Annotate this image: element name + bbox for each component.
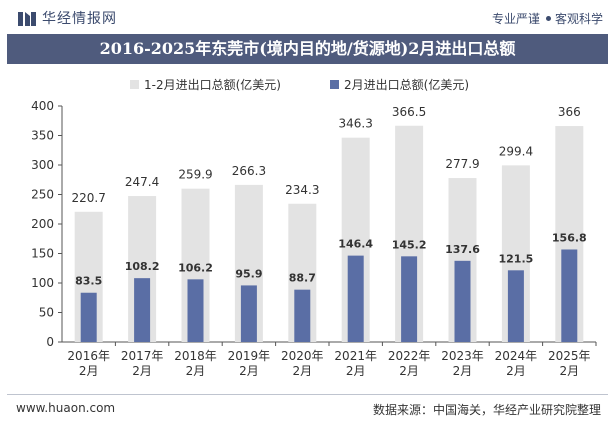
slogan-left: 专业严谨 <box>491 12 540 26</box>
x-tick-label: 2月 <box>239 364 259 378</box>
bar-february <box>80 292 97 342</box>
slogan-dot-icon <box>545 16 551 21</box>
y-tick-label: 250 <box>31 188 54 202</box>
legend-label-2: 2月进出口总额(亿美元) <box>344 77 469 92</box>
x-tick-label: 2018年 <box>174 349 217 363</box>
data-label-total: 366.5 <box>392 105 426 119</box>
bar-february <box>401 256 418 342</box>
chart-title: 2016-2025年东莞市(境内目的地/货源地)2月进出口总额 <box>7 34 608 64</box>
data-label-february: 106.2 <box>178 261 213 274</box>
x-tick-label: 2017年 <box>121 349 164 363</box>
data-label-total: 366 <box>558 105 581 119</box>
data-label-total: 220.7 <box>72 191 106 205</box>
bar-february <box>507 270 524 342</box>
bar-chart: 1-2月进出口总额(亿美元) 2月进出口总额(亿美元) 0 50 100 150 200 25… <box>31 77 597 378</box>
x-tick-label: 2025年 <box>548 349 591 363</box>
footer-website: www.huaon.com <box>16 401 116 415</box>
footer-divider <box>7 394 608 395</box>
x-tick-label: 2016年 <box>67 349 110 363</box>
bar-february <box>561 249 578 342</box>
x-tick-label: 2024年 <box>495 349 538 363</box>
huajing-logo-icon <box>18 12 36 26</box>
legend-label-1: 1-2月进出口总额(亿美元) <box>144 77 281 92</box>
y-tick-label: 50 <box>39 306 54 320</box>
bar-february <box>294 289 311 342</box>
x-tick-label: 2022年 <box>388 349 431 363</box>
bar-february <box>454 260 471 342</box>
x-tick-label: 2023年 <box>441 349 484 363</box>
x-tick-label: 2月 <box>346 364 366 378</box>
data-label-february: 121.5 <box>499 252 534 265</box>
data-label-february: 145.2 <box>392 238 427 251</box>
x-tick-label: 2020年 <box>281 349 324 363</box>
x-tick-label: 2月 <box>453 364 473 378</box>
x-tick-label: 2月 <box>132 364 152 378</box>
data-label-total: 247.4 <box>125 175 159 189</box>
y-tick-label: 350 <box>31 129 54 143</box>
x-tick-label: 2月 <box>506 364 526 378</box>
data-label-february: 146.4 <box>338 238 373 251</box>
data-label-total: 299.4 <box>499 144 533 158</box>
data-label-total: 266.3 <box>232 164 266 178</box>
data-label-total: 259.9 <box>178 168 212 182</box>
x-tick-label: 2021年 <box>334 349 377 363</box>
y-tick-label: 300 <box>31 158 54 172</box>
x-tick-label: 2月 <box>292 364 312 378</box>
bar-february <box>240 285 257 342</box>
legend-swatch-1 <box>130 80 139 89</box>
y-tick-label: 200 <box>31 217 54 231</box>
bar-february <box>347 255 364 342</box>
data-label-february: 156.8 <box>552 231 587 244</box>
slogan-right: 客观科学 <box>554 12 603 26</box>
y-tick-label: 400 <box>31 99 54 113</box>
x-tick-label: 2月 <box>79 364 99 378</box>
data-label-february: 88.7 <box>289 272 316 285</box>
y-tick-label: 150 <box>31 247 54 261</box>
slogan: 专业严谨 客观科学 <box>492 10 603 27</box>
y-tick-label: 0 <box>46 335 54 349</box>
brand-name: 华经情报网 <box>42 11 117 27</box>
x-tick-label: 2月 <box>186 364 206 378</box>
data-label-february: 83.5 <box>75 275 102 288</box>
x-tick-label: 2月 <box>399 364 419 378</box>
top-bar: 华经情报网 专业严谨 客观科学 <box>0 0 615 34</box>
bar-february <box>187 279 204 342</box>
y-tick-label: 100 <box>31 276 54 290</box>
data-label-total: 234.3 <box>285 183 319 197</box>
data-label-total: 277.9 <box>445 157 479 171</box>
data-label-february: 95.9 <box>235 267 262 280</box>
data-label-february: 108.2 <box>125 260 160 273</box>
footer-source: 数据来源：中国海关，华经产业研究院整理 <box>372 403 601 417</box>
data-label-february: 137.6 <box>445 243 480 256</box>
bar-february <box>134 278 151 342</box>
x-tick-label: 2月 <box>559 364 579 378</box>
data-label-total: 346.3 <box>339 117 373 131</box>
legend-swatch-2 <box>330 80 339 89</box>
x-tick-label: 2019年 <box>228 349 271 363</box>
